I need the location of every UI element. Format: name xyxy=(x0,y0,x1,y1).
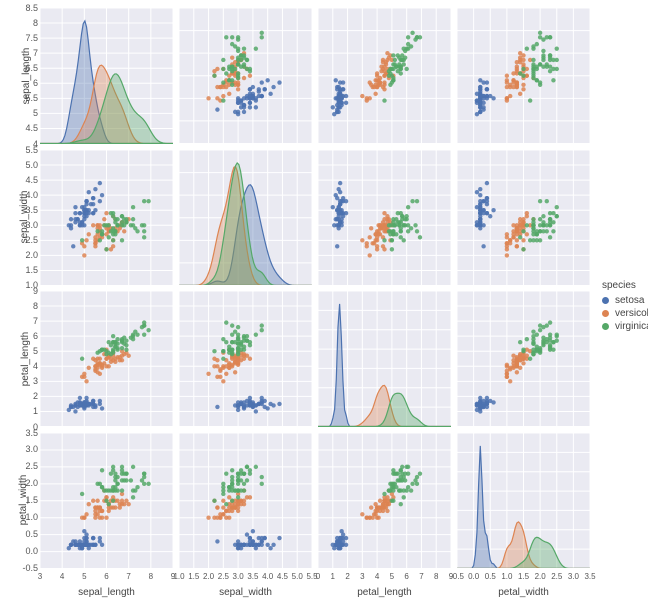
subplot-petal_length-vs-petal_length xyxy=(318,291,451,427)
xlabel: sepal_length xyxy=(78,587,135,598)
legend-item-virginica: virginica xyxy=(602,321,648,332)
xtick: 3.5 xyxy=(247,572,258,581)
xtick: 1.5 xyxy=(518,572,529,581)
ylabel: sepal_width xyxy=(19,191,30,244)
ytick: 0.5 xyxy=(12,529,38,539)
xtick: 2.0 xyxy=(203,572,214,581)
xtick: 3 xyxy=(360,572,364,581)
xtick: 3.0 xyxy=(233,572,244,581)
legend-label: setosa xyxy=(615,295,644,306)
xtick: 3.0 xyxy=(568,572,579,581)
ytick: 4.5 xyxy=(12,123,38,133)
xlabel: petal_length xyxy=(357,587,412,598)
xtick: 3.5 xyxy=(584,572,595,581)
xtick: 0.5 xyxy=(485,572,496,581)
xlabel: petal_width xyxy=(498,587,549,598)
legend-label: versicolor xyxy=(615,308,648,319)
ytick: 1 xyxy=(12,406,38,416)
legend: species setosa versicolor virginica xyxy=(602,280,648,334)
subplot-petal_width-vs-sepal_length: -0.50.00.51.01.52.02.53.03.53456789sepal… xyxy=(40,433,173,569)
subplot-sepal_length-vs-sepal_length: 44.555.566.577.588.5sepal_length xyxy=(40,8,173,144)
subplot-sepal_width-vs-petal_length xyxy=(318,150,451,286)
xtick: 1.0 xyxy=(173,572,184,581)
xtick: 5 xyxy=(82,572,86,581)
xtick: 6 xyxy=(104,572,108,581)
legend-swatch xyxy=(602,310,609,317)
xtick: 7 xyxy=(419,572,423,581)
xtick: 8 xyxy=(434,572,438,581)
ytick: 5.5 xyxy=(12,145,38,155)
subplot-sepal_width-vs-petal_width xyxy=(457,150,590,286)
xtick: 4.0 xyxy=(262,572,273,581)
ytick: 3.5 xyxy=(12,428,38,438)
subplot-petal_length-vs-petal_width xyxy=(457,291,590,427)
xtick: 1 xyxy=(331,572,335,581)
ytick: 7 xyxy=(12,316,38,326)
legend-item-versicolor: versicolor xyxy=(602,308,648,319)
legend-swatch xyxy=(602,297,609,304)
subplot-sepal_length-vs-petal_length xyxy=(318,8,451,144)
xtick: 2.5 xyxy=(551,572,562,581)
ylabel: petal_width xyxy=(18,475,29,526)
ylabel: sepal_length xyxy=(21,47,32,104)
ylabel: petal_length xyxy=(20,332,31,387)
ytick: 8.5 xyxy=(12,3,38,13)
subplot-petal_length-vs-sepal_length: 0123456789petal_length xyxy=(40,291,173,427)
xtick: 2.0 xyxy=(535,572,546,581)
subplot-grid: 44.555.566.577.588.5sepal_length1.01.52.… xyxy=(40,8,590,568)
xtick: 5.0 xyxy=(292,572,303,581)
xlabel: sepal_width xyxy=(219,587,272,598)
legend-item-setosa: setosa xyxy=(602,295,648,306)
xtick: 0 xyxy=(316,572,320,581)
xtick: 4.5 xyxy=(277,572,288,581)
xtick: -0.5 xyxy=(450,572,464,581)
ytick: 5 xyxy=(12,108,38,118)
xtick: 4 xyxy=(375,572,379,581)
xtick: 5 xyxy=(390,572,394,581)
ytick: -0.5 xyxy=(12,563,38,573)
xtick: 2 xyxy=(345,572,349,581)
subplot-petal_length-vs-sepal_width xyxy=(179,291,312,427)
ytick: 5.0 xyxy=(12,160,38,170)
xtick: 1.5 xyxy=(188,572,199,581)
subplot-sepal_width-vs-sepal_width xyxy=(179,150,312,286)
ytick: 9 xyxy=(12,286,38,296)
subplot-petal_width-vs-petal_width: -0.50.00.51.01.52.02.53.03.5petal_width xyxy=(457,433,590,569)
ytick: 8 xyxy=(12,301,38,311)
ytick: 2.5 xyxy=(12,461,38,471)
xtick: 2.5 xyxy=(218,572,229,581)
ytick: 2.0 xyxy=(12,250,38,260)
ytick: 7.5 xyxy=(12,33,38,43)
xtick: 6 xyxy=(404,572,408,581)
pairplot-figure: 44.555.566.577.588.5sepal_length1.01.52.… xyxy=(0,0,648,599)
legend-swatch xyxy=(602,323,609,330)
ytick: 1.5 xyxy=(12,265,38,275)
ytick: 2 xyxy=(12,391,38,401)
ytick: 8 xyxy=(12,18,38,28)
subplot-petal_width-vs-petal_length: 0123456789petal_length xyxy=(318,433,451,569)
ytick: 3.0 xyxy=(12,444,38,454)
subplot-sepal_width-vs-sepal_length: 1.01.52.02.53.03.54.04.55.05.5sepal_widt… xyxy=(40,150,173,286)
ytick: 0.0 xyxy=(12,546,38,556)
xtick: 0.0 xyxy=(468,572,479,581)
subplot-petal_width-vs-sepal_width: 1.01.52.02.53.03.54.04.55.05.5sepal_widt… xyxy=(179,433,312,569)
ytick: 4.5 xyxy=(12,175,38,185)
xtick: 4 xyxy=(60,572,64,581)
xtick: 3 xyxy=(38,572,42,581)
legend-title: species xyxy=(602,280,648,291)
xtick: 1.0 xyxy=(501,572,512,581)
legend-label: virginica xyxy=(615,321,648,332)
subplot-sepal_length-vs-petal_width xyxy=(457,8,590,144)
xtick: 8 xyxy=(149,572,153,581)
subplot-sepal_length-vs-sepal_width xyxy=(179,8,312,144)
xtick: 7 xyxy=(126,572,130,581)
